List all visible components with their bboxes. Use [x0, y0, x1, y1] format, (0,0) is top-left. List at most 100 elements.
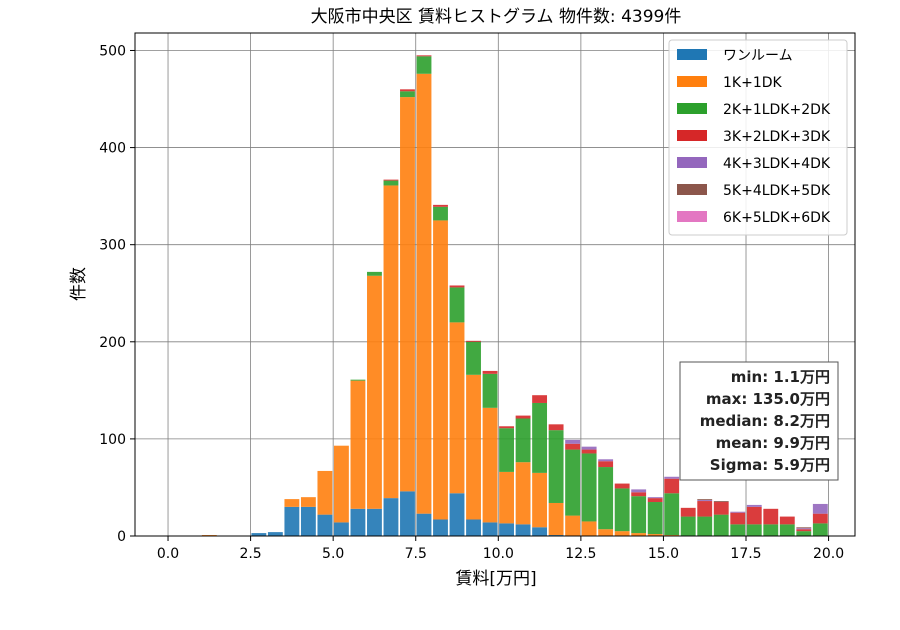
bar-segment [466, 374, 481, 520]
bar-segment [400, 97, 415, 492]
bar-segment [449, 493, 465, 536]
bar-segment [416, 55, 432, 57]
bar-segment [548, 502, 564, 536]
bar-segment [763, 524, 779, 536]
legend-swatch [677, 103, 707, 114]
x-tick-label: 17.5 [730, 546, 761, 562]
bar-segment [449, 285, 465, 288]
bar-segment [680, 516, 696, 536]
bar-segment [680, 507, 696, 517]
bar-segment [499, 428, 514, 472]
bar-segment [565, 443, 581, 450]
bar-segment [333, 522, 349, 536]
bar-segment [713, 502, 729, 515]
bar-segment [548, 424, 564, 431]
bar-segment [730, 512, 746, 525]
chart-title: 大阪市中央区 賃料ヒストグラム 物件数: 4399件 [311, 7, 682, 27]
bar-segment [631, 533, 647, 536]
x-axis-ticks: 0.0 2.5 5.0 7.5 10.0 12.5 15.0 17.5 20.0 [157, 536, 844, 562]
bar-segment [581, 453, 597, 522]
bar-segment [515, 418, 531, 463]
bar-segment [350, 379, 366, 381]
bar-segment [796, 527, 812, 529]
bar-segment [697, 500, 713, 502]
bar-segment [482, 373, 498, 408]
legend-label: 4K+3LDK+4DK [723, 156, 831, 172]
bar-segment [482, 407, 498, 523]
legend: ワンルーム 1K+1DK 2K+1LDK+2DK 3K+2LDK+3DK 4K+3LDK… [668, 39, 848, 236]
bar-segment [614, 488, 630, 532]
bar-segment [746, 524, 762, 536]
bar-segment [466, 341, 481, 375]
x-tick-label: 0.0 [157, 546, 179, 562]
bar-segment [449, 287, 465, 323]
bar-segment [532, 527, 548, 536]
legend-label: 6K+5LDK+6DK [723, 210, 831, 226]
bar-segment [581, 521, 597, 536]
bar-segment [284, 506, 300, 536]
bar-segment [598, 467, 614, 530]
bar-segment [631, 492, 647, 497]
bar-segment [300, 497, 316, 507]
bar-segment [433, 220, 448, 520]
x-axis-label: 賃料[万円] [455, 569, 536, 589]
bar-segment [713, 514, 729, 536]
legend-label: 5K+4LDK+5DK [723, 183, 831, 199]
bar-segment [565, 439, 581, 444]
y-tick-label: 200 [99, 335, 126, 351]
bar-segment [796, 531, 812, 536]
stats-line: mean: 9.9万円 [716, 434, 830, 452]
bar-segment [614, 531, 630, 536]
y-tick-label: 300 [99, 238, 126, 254]
legend-swatch [677, 76, 707, 87]
bar-segment [367, 275, 382, 509]
bar-segment [350, 380, 366, 509]
legend-label: 1K+1DK [723, 75, 783, 91]
bar-segment [779, 516, 795, 525]
stats-line: Sigma: 5.9万円 [710, 456, 830, 474]
bar-segment [383, 180, 399, 186]
bar-segment [433, 206, 448, 221]
bar-segment [532, 395, 548, 403]
bar-segment [317, 514, 333, 536]
legend-label: 3K+2LDK+3DK [723, 129, 831, 145]
y-tick-label: 500 [99, 43, 126, 59]
bar-segment [697, 516, 713, 536]
legend-swatch [677, 211, 707, 222]
bar-segment [466, 340, 481, 342]
y-tick-label: 400 [99, 141, 126, 157]
x-tick-label: 2.5 [239, 546, 261, 562]
bars-group [201, 55, 828, 536]
bar-segment [664, 478, 680, 494]
x-tick-label: 7.5 [405, 546, 427, 562]
legend-box [668, 39, 848, 236]
bar-segment [697, 499, 713, 501]
bar-segment [647, 534, 663, 536]
bar-segment [664, 493, 680, 536]
x-tick-label: 5.0 [322, 546, 344, 562]
bar-segment [383, 185, 399, 499]
bar-segment [300, 506, 316, 536]
bar-segment [400, 89, 415, 92]
stats-box: min: 1.1万円 max: 135.0万円 median: 8.2万円 mean:… [679, 361, 839, 481]
bar-segment [697, 501, 713, 517]
bar-segment [796, 528, 812, 530]
bar-segment [499, 471, 514, 524]
bar-segment [400, 491, 415, 536]
bar-segment [515, 524, 531, 536]
legend-label: 2K+1LDK+2DK [723, 102, 831, 118]
bar-segment [812, 503, 828, 514]
bar-segment [581, 446, 597, 450]
bar-segment [515, 415, 531, 419]
x-tick-label: 12.5 [565, 546, 596, 562]
bar-segment [400, 91, 415, 98]
bar-segment [515, 462, 531, 525]
bar-segment [664, 476, 680, 479]
stats-line: median: 8.2万円 [700, 412, 830, 430]
bar-segment [433, 519, 448, 536]
bar-segment [333, 445, 349, 523]
legend-swatch [677, 130, 707, 141]
bar-segment [565, 449, 581, 516]
legend-swatch [677, 49, 707, 60]
